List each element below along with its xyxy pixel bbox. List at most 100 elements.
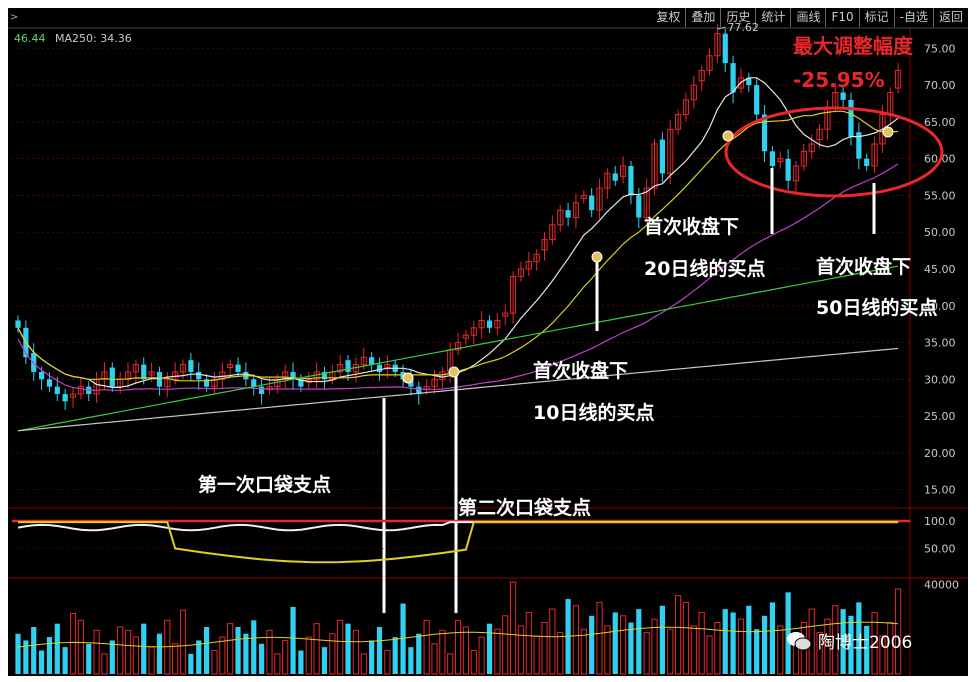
volume-bar-down [612, 612, 618, 674]
candle-body-up [533, 253, 540, 263]
candle-body-up [580, 194, 587, 199]
toolbar-button-tongji[interactable]: 统计 [755, 8, 790, 27]
candle-body-down [109, 367, 115, 387]
volume-bar-down [628, 622, 634, 674]
volume-bar-up [227, 623, 234, 675]
volume-bar-up [682, 601, 690, 675]
candle-body-up [148, 371, 155, 376]
indicator-yellow-line [18, 521, 899, 564]
collapse-arrow-icon[interactable]: > [10, 12, 19, 23]
volume-bar-down [769, 602, 776, 674]
candle-body-down [54, 386, 60, 395]
volume-bar-up [282, 639, 289, 675]
signal-marker-icon [402, 372, 414, 384]
volume-bar-down [251, 620, 257, 674]
volume-bar-up [431, 643, 438, 675]
candle-body-up [698, 69, 705, 82]
annotation-20ma-line1: 首次收盘下 [644, 216, 740, 238]
annotation-20ma-line2: 20日线的买点 [644, 258, 766, 280]
volume-bar-down [659, 605, 665, 674]
volume-bar-down [54, 623, 60, 674]
volume-bar-up [313, 623, 320, 675]
toolbar-button-zixuan[interactable]: -自选 [893, 8, 933, 27]
volume-bar-down [369, 640, 375, 674]
candle-body-down [565, 210, 571, 218]
volume-bar-down [196, 640, 202, 674]
volume-bar-up [454, 619, 462, 675]
signal-marker-icon [591, 251, 603, 263]
candle-body-down [589, 195, 595, 211]
candle-body-up [509, 275, 517, 314]
toolbar-button-fuquan[interactable]: 复权 [656, 10, 681, 24]
watermark-text: 陶博士2006 [818, 633, 913, 653]
volume-bar-up [895, 588, 902, 675]
candle-body-up [895, 69, 902, 89]
volume-bar-up [667, 628, 674, 675]
volume-bar-down [345, 623, 351, 674]
toolbar-button-fanhui[interactable]: 返回 [932, 8, 968, 27]
toolbar-button-biaoji[interactable]: 标记 [858, 8, 894, 27]
candle-body-down [321, 371, 328, 380]
indicator-tick-label: 50.00 [924, 543, 956, 556]
volume-bar-up [384, 650, 391, 675]
volume-bar-up [698, 611, 705, 675]
volume-bar-up [777, 625, 784, 675]
annotation-10ma-line1: 首次收盘下 [533, 360, 629, 382]
volume-bar-up [549, 608, 556, 675]
candle-body-up [808, 143, 815, 152]
candle-body-down [659, 139, 665, 174]
candle-body-up [69, 393, 77, 398]
candle-body-up [384, 364, 391, 369]
price-tick-label: 45.00 [924, 263, 956, 276]
volume-bar-up [439, 629, 446, 675]
candle-body-down [15, 320, 21, 328]
volume-bar-up [572, 605, 580, 675]
volume-bar-up [737, 618, 745, 675]
volume-bar-up [69, 613, 77, 675]
candle-body-down [848, 99, 854, 137]
candle-body-up [502, 312, 509, 317]
toolbar-button-lishi[interactable]: 历史 [720, 8, 755, 27]
volume-bar-down [141, 623, 147, 674]
indicator-tick-label: 100.0 [924, 515, 956, 528]
candle-body-up [282, 371, 289, 380]
toolbar-button-f10[interactable]: F10 [825, 8, 858, 27]
volume-bar-down [416, 633, 422, 674]
ma250-line [17, 347, 899, 432]
price-tick-label: 50.00 [924, 226, 956, 239]
candle-body-down [628, 166, 634, 196]
top-toolbar: 复权 叠加 历史 统计 画线 F10 标记 -自选 返回 [651, 8, 968, 27]
volume-bar-up [266, 629, 273, 675]
signal-marker-icon [882, 126, 894, 138]
candle-body-up [541, 239, 548, 251]
candle-body-up [360, 356, 367, 366]
volume-bar-up [77, 619, 84, 675]
candle-body-up [619, 165, 627, 177]
volume-bar-down [86, 643, 92, 674]
candle-body-down [369, 357, 375, 365]
candle-body-down [408, 379, 414, 387]
price-tick-label: 40.00 [924, 300, 956, 313]
candle-body-down [486, 320, 493, 328]
volume-bar-up [132, 636, 139, 675]
candle-body-up [132, 364, 139, 373]
candle-body-down [612, 173, 618, 181]
volume-bar-up [541, 622, 548, 675]
peak-pointer [717, 26, 726, 30]
candle-body-up [651, 143, 658, 189]
volume-bar-down [840, 609, 846, 674]
wechat-icon [787, 631, 812, 650]
candle-body-up [211, 378, 218, 388]
toolbar-button-diejia[interactable]: 叠加 [685, 8, 720, 27]
volume-bar-up [352, 629, 360, 675]
candle-body-down [141, 364, 147, 380]
stock-chart-panel: 复权 叠加 历史 统计 画线 F10 标记 -自选 返回 > 46.44 MA2… [8, 8, 968, 676]
volume-bar-up [148, 646, 155, 675]
price-tick-label: 65.00 [924, 116, 956, 129]
volume-bar-down [235, 627, 241, 674]
toolbar-button-huaxian[interactable]: 画线 [790, 8, 825, 27]
volume-bar-up [619, 615, 627, 675]
candle-body-up [494, 319, 501, 329]
max-drawdown-title: 最大调整幅度 [793, 34, 913, 58]
price-tick-label: 70.00 [924, 79, 956, 92]
